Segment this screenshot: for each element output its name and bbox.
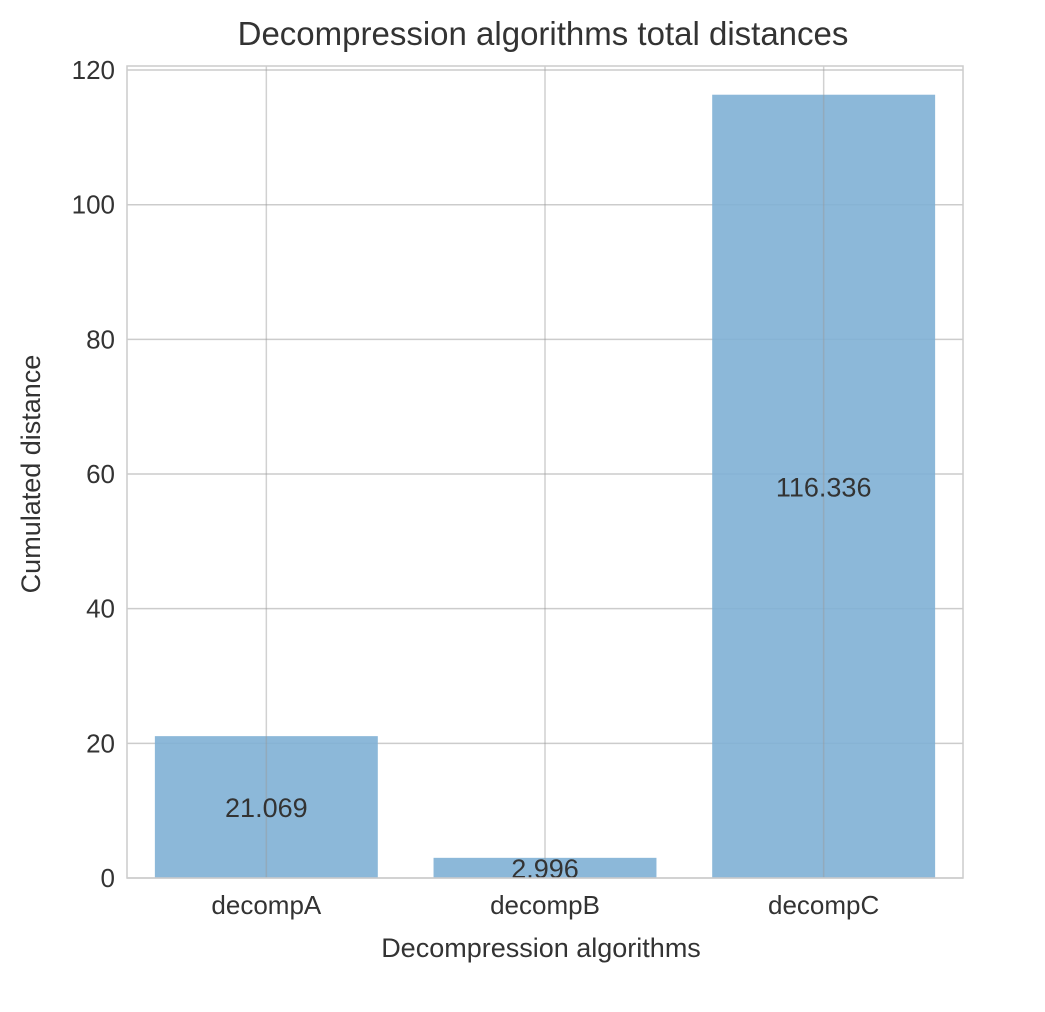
y-tick-label: 120 (72, 55, 115, 85)
data-labels: 21.069 2.996 116.336 (225, 472, 871, 884)
y-tick-label: 60 (86, 459, 115, 489)
x-tick-label: decompC (768, 890, 879, 920)
bar-decompB (433, 857, 657, 878)
x-tick-labels: decompA decompB decompC (211, 890, 879, 920)
y-tick-label: 80 (86, 324, 115, 354)
y-tick-label: 40 (86, 594, 115, 624)
bars (154, 94, 936, 878)
bar-decompA (154, 736, 378, 878)
x-tick-label: decompB (490, 890, 600, 920)
x-axis-label: Decompression algorithms (381, 933, 701, 963)
y-tick-label: 20 (86, 728, 115, 758)
x-tick-label: decompA (211, 890, 321, 920)
y-tick-labels: 0 20 40 60 80 100 120 (72, 55, 115, 893)
y-tick-label: 0 (101, 863, 115, 893)
plot-frame (126, 65, 964, 879)
y-tick-label: 100 (72, 190, 115, 220)
bar-value-label: 2.996 (511, 854, 579, 884)
bar-value-label: 116.336 (776, 472, 872, 502)
y-axis-label: Cumulated distance (16, 355, 46, 594)
bar-value-label: 21.069 (225, 793, 308, 823)
bar-decompC (712, 94, 936, 878)
chart-title: Decompression algorithms total distances (238, 15, 849, 52)
vertical-grid (265, 66, 825, 878)
